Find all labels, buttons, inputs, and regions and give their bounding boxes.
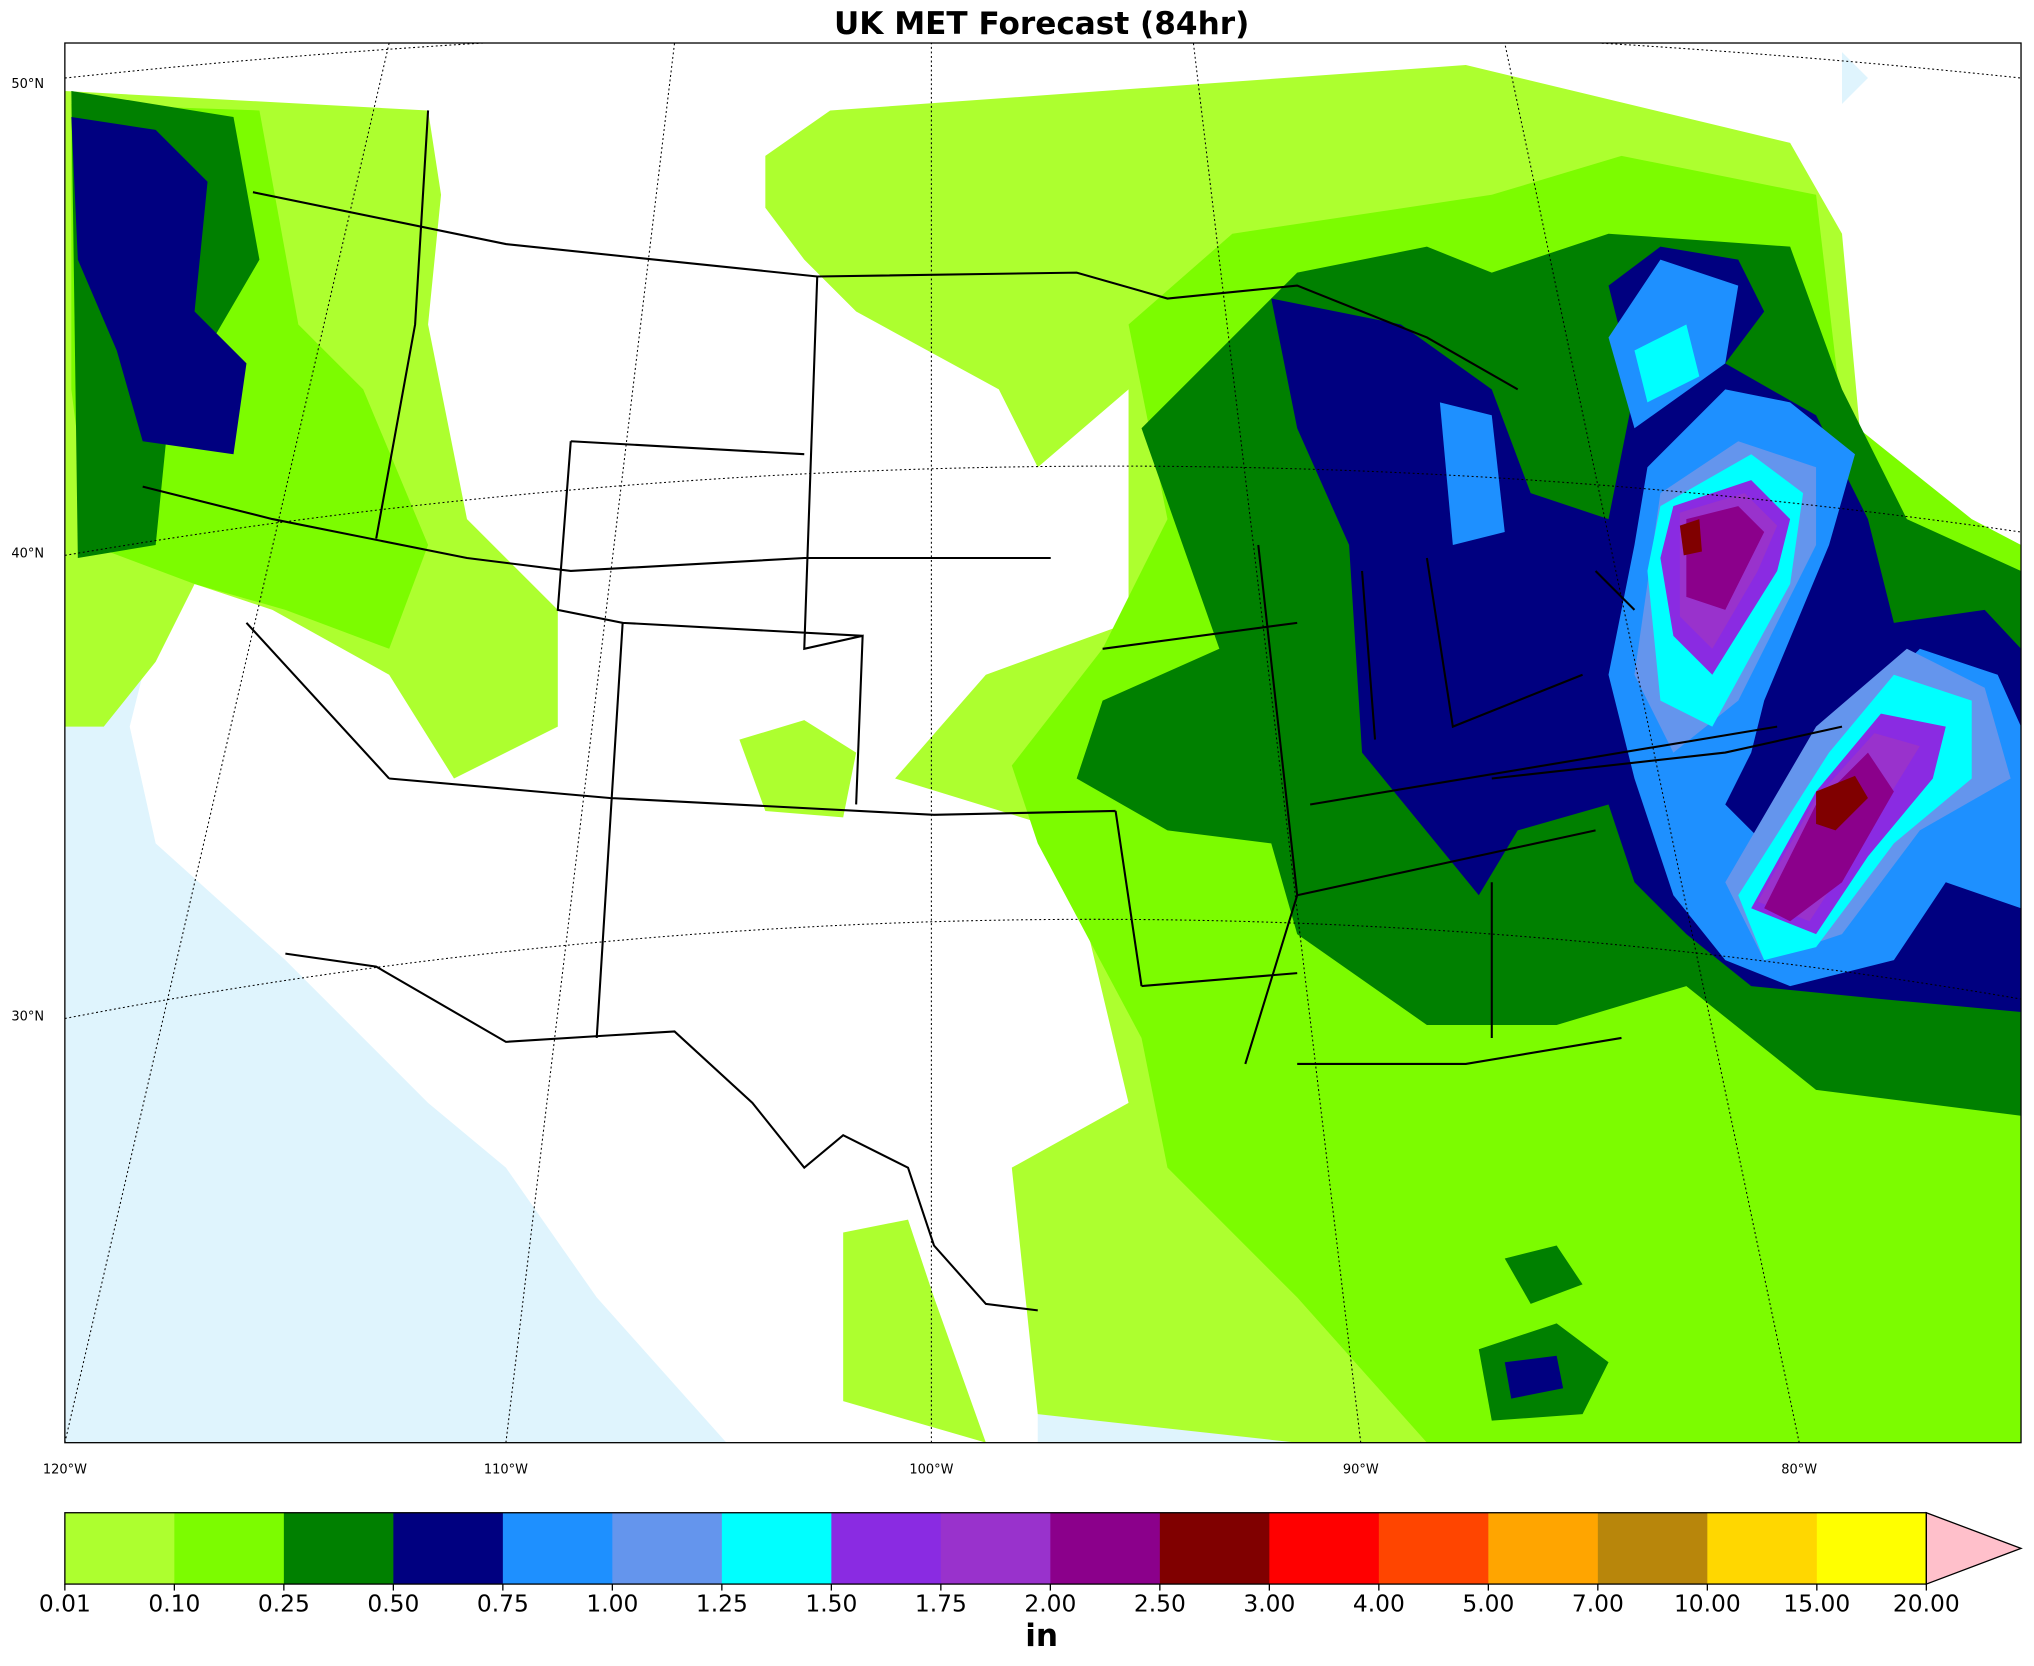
colorbar-tick-label: 0.01 (39, 1589, 91, 1617)
map (64, 43, 2022, 1443)
lon-label: 110°W (484, 1462, 528, 1477)
colorbar-frame (64, 1512, 1927, 1585)
state-line (142, 110, 1843, 1065)
lat-labels: 50°N 40°N 30°N (11, 77, 44, 1025)
colorbar-tick-label: 0.75 (477, 1589, 529, 1617)
precip-area (1679, 519, 1702, 556)
colorbar-bin (64, 1512, 176, 1585)
colorbar-bin (1488, 1512, 1599, 1585)
colorbar-tick-label: 0.10 (148, 1589, 200, 1617)
map-frame (64, 42, 2022, 1444)
colorbar-bin (1707, 1512, 1818, 1585)
lat-label: 50°N (11, 77, 44, 92)
lat-label: 40°N (11, 547, 44, 562)
colorbar-tick-label: 10.00 (1674, 1589, 1741, 1617)
precip-area (1634, 324, 1700, 403)
meridian (64, 43, 1800, 1443)
title: UK MET Forecast (84hr) (834, 6, 1249, 42)
colorbar-tick-label: 0.25 (258, 1589, 310, 1617)
colorbar-bin (612, 1512, 723, 1585)
colorbar-unit: in (1025, 1618, 1058, 1654)
colorbar-bin (174, 1512, 285, 1585)
border (285, 952, 1038, 1312)
colorbar-tick-label: 2.00 (1024, 1589, 1076, 1617)
colorbar-tick-label: 1.00 (586, 1589, 638, 1617)
precip-area (843, 1219, 986, 1443)
lon-label: 90°W (1343, 1462, 1379, 1477)
colorbar-tick-label: 4.00 (1353, 1589, 1405, 1617)
parallel (64, 43, 2022, 1020)
colorbar-bin (721, 1512, 832, 1585)
precip-area (1816, 775, 1868, 831)
colorbar-bin (1050, 1512, 1161, 1585)
lon-label: 80°W (1781, 1462, 1817, 1477)
lon-label: 100°W (909, 1462, 953, 1477)
colorbar-bin (1816, 1512, 1927, 1585)
precip-area (1504, 1245, 1583, 1304)
colorbar-tick-label: 0.50 (367, 1589, 419, 1617)
colorbar-extend (1925, 1511, 2023, 1586)
colorbar-tick-label: 3.00 (1243, 1589, 1295, 1617)
precip-area (71, 116, 247, 455)
colorbar-tick-label: 7.00 (1572, 1589, 1624, 1617)
colorbar-tick-label: 5.00 (1462, 1589, 1514, 1617)
precip-area (1504, 1355, 1564, 1399)
colorbar-bin (831, 1512, 942, 1585)
colorbar-bin (393, 1512, 504, 1585)
graticule (64, 43, 2022, 1443)
border (252, 191, 1519, 391)
precip-area (1439, 402, 1505, 546)
colorbar-tick-label: 2.50 (1134, 1589, 1186, 1617)
colorbar-bin (940, 1512, 1051, 1585)
colorbar-tick-label: 1.75 (915, 1589, 967, 1617)
lon-label: 120°W (43, 1462, 87, 1477)
lon-labels: 120°W 110°W 100°W 90°W 80°W (43, 1462, 1817, 1477)
colorbar-tick-label: 20.00 (1893, 1589, 1960, 1617)
precip-area (1686, 506, 1765, 610)
colorbar-tick-label: 1.50 (805, 1589, 857, 1617)
colorbar-bin (283, 1512, 395, 1585)
colorbar-tick-label: 15.00 (1783, 1589, 1850, 1617)
borders (142, 110, 1843, 1312)
colorbar-bin (1269, 1512, 1380, 1585)
colorbar-tick-label: 1.25 (696, 1589, 748, 1617)
colorbar-bin (1378, 1512, 1489, 1585)
colorbar-bin (1597, 1512, 1708, 1585)
precipitation (64, 65, 2022, 1443)
lat-label: 30°N (11, 1010, 44, 1025)
colorbar-bin (502, 1512, 614, 1585)
colorbar-bin (1159, 1512, 1270, 1585)
colorbar: 0.01 0.10 0.25 0.50 0.75 1.00 1.25 1.50 1.75 2.00… (39, 1511, 2023, 1617)
precip-area (739, 720, 857, 818)
